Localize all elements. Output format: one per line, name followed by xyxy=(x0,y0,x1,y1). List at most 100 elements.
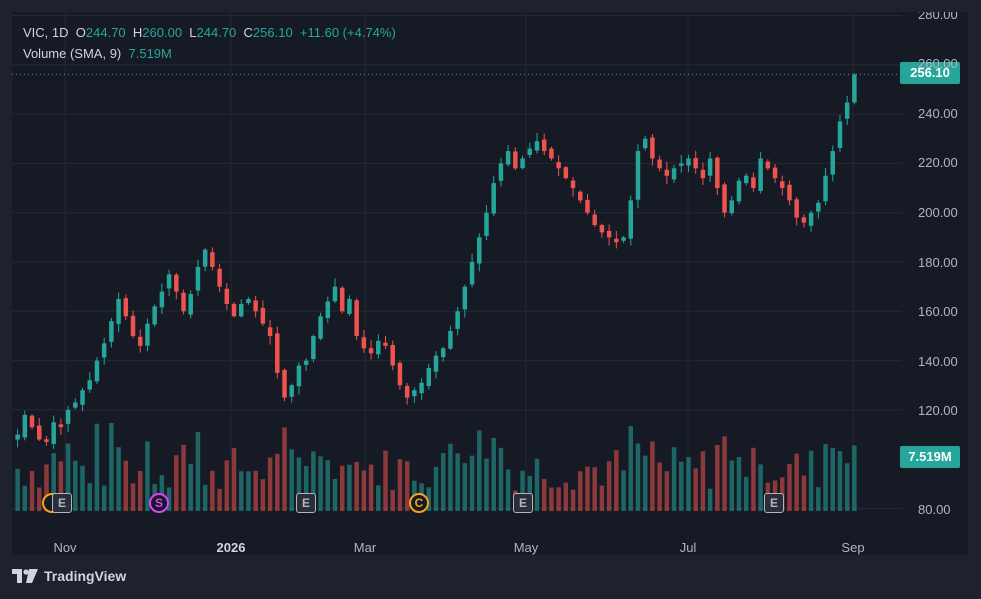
volume-bar xyxy=(837,451,843,511)
candle-body xyxy=(376,340,381,355)
volume-bar xyxy=(123,460,129,511)
candle-body xyxy=(275,333,280,373)
candle-body xyxy=(217,268,222,287)
candle-body xyxy=(679,163,684,166)
volume-bar xyxy=(275,453,280,511)
candle-body xyxy=(289,385,294,397)
earnings-marker-3[interactable]: E xyxy=(513,493,533,513)
volume-bar xyxy=(202,484,208,511)
y-label-220: 220.00 xyxy=(918,155,958,170)
candle-body xyxy=(65,409,71,424)
tradingview-logo-icon xyxy=(12,569,38,583)
volume-bar xyxy=(534,458,540,511)
candle-body xyxy=(73,402,78,408)
candle-body xyxy=(578,191,583,201)
volume-bar xyxy=(614,450,619,511)
volume-bar xyxy=(37,487,42,511)
volume-bar xyxy=(707,488,713,511)
candle-body xyxy=(318,316,323,339)
candle-body xyxy=(22,414,28,438)
candle-body xyxy=(296,365,302,387)
candle-body xyxy=(44,439,49,442)
volume-bar xyxy=(808,450,814,511)
candle-body xyxy=(448,331,453,349)
volume-bar xyxy=(246,471,251,511)
x-label-mar: Mar xyxy=(353,540,377,555)
split-marker[interactable]: S xyxy=(149,493,169,513)
candle-body xyxy=(729,200,734,214)
candle-body xyxy=(455,311,460,329)
volume-bar xyxy=(686,457,691,511)
tradingview-brand[interactable]: TradingView xyxy=(12,568,126,584)
candle-body xyxy=(534,141,540,151)
candle-body xyxy=(513,151,518,169)
candle-body xyxy=(686,158,691,166)
candle-body xyxy=(159,291,165,308)
volume-bar xyxy=(354,461,359,511)
legend-open: 244.70 xyxy=(85,25,126,40)
volume-bar xyxy=(549,487,554,511)
candle-body xyxy=(80,390,85,405)
volume-bar xyxy=(303,466,309,511)
volume-bar xyxy=(397,459,403,511)
candle-body xyxy=(642,138,648,149)
candle-body xyxy=(772,167,778,179)
x-label-2026: 2026 xyxy=(216,540,246,555)
candle-body xyxy=(390,344,395,366)
volume-bar xyxy=(462,463,468,511)
candle-body xyxy=(628,200,634,239)
candle-body xyxy=(556,162,561,169)
candle-body xyxy=(51,422,56,444)
candle-body xyxy=(700,169,706,179)
volume-bar xyxy=(339,465,345,511)
candle-body xyxy=(816,202,821,212)
candle-body xyxy=(707,158,713,176)
candle-body xyxy=(325,301,331,319)
candle-body xyxy=(109,321,114,342)
volume-bar xyxy=(368,464,374,511)
candle-body xyxy=(585,199,590,213)
earnings-marker-4[interactable]: E xyxy=(764,493,784,513)
candle-body xyxy=(563,167,569,179)
price-chart[interactable] xyxy=(12,12,968,555)
volume-bar xyxy=(541,478,547,511)
legend-low-label: L xyxy=(189,25,197,40)
x-label-jul: Jul xyxy=(679,540,697,555)
volume-bar xyxy=(816,487,821,511)
volume-bar xyxy=(729,460,734,511)
volume-bar xyxy=(130,483,136,511)
legend-interval: 1D xyxy=(51,25,69,40)
y-label-80: 80.00 xyxy=(918,502,951,517)
chart-area[interactable]: VIC, 1D O244.70 H260.00 L244.70 C256.10 … xyxy=(12,12,968,555)
volume-bar xyxy=(664,471,670,511)
candle-body xyxy=(419,382,424,394)
earnings-marker-2[interactable]: E xyxy=(296,493,316,513)
volume-bar xyxy=(448,443,453,511)
volume-bar xyxy=(592,467,597,511)
volume-bar xyxy=(440,453,446,511)
volume-bar xyxy=(210,470,215,511)
candle-body xyxy=(657,159,662,169)
volume-bar xyxy=(94,423,100,511)
volume-bar xyxy=(145,441,150,511)
volume-bar xyxy=(570,489,576,511)
candle-body xyxy=(520,158,525,169)
y-label-120: 120.00 xyxy=(918,403,958,418)
volume-bar xyxy=(621,470,626,511)
volume-bar xyxy=(830,447,835,511)
candle-body xyxy=(354,300,359,336)
candle-body xyxy=(469,262,475,285)
volume-bar xyxy=(599,485,605,511)
volume-bar xyxy=(700,451,706,511)
corporate-action-marker[interactable]: C xyxy=(409,493,429,513)
legend-high-label: H xyxy=(132,25,143,40)
candle-body xyxy=(433,355,439,372)
earnings-marker-1[interactable]: E xyxy=(52,493,72,513)
candle-body xyxy=(780,181,785,189)
volume-bar xyxy=(253,470,258,511)
legend-close: 256.10 xyxy=(252,25,293,40)
volume-bar xyxy=(166,487,172,511)
volume-bar xyxy=(736,456,742,511)
candle-body xyxy=(693,158,698,169)
candle-body xyxy=(202,249,208,267)
